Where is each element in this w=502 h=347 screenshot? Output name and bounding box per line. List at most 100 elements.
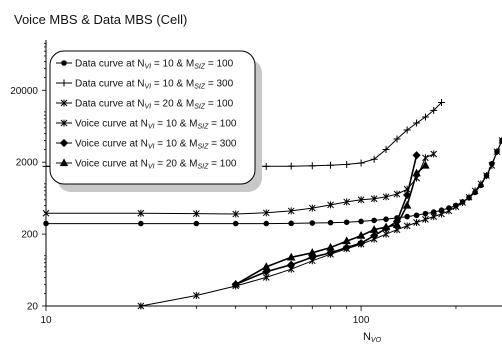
data-point-d_20_100 <box>357 196 365 204</box>
data-point-d_10_300 <box>42 162 50 170</box>
series-v_20_100 <box>231 160 430 288</box>
series-d_20_100 <box>42 150 438 218</box>
data-point-d_20_100 <box>232 210 240 218</box>
data-point-d_10_100 <box>193 220 200 227</box>
data-point-d_10_300 <box>327 161 335 169</box>
legend-entry-v_20_100: Voice curve at NVI = 20 & MSIZ = 100 <box>56 158 237 171</box>
legend-box <box>49 50 256 185</box>
data-point-v_10_100 <box>137 302 145 310</box>
legend-marker-v_10_300 <box>59 138 69 148</box>
legend-entry-d_10_100: Data curve at NVI = 10 & MSIZ = 100 <box>56 59 234 71</box>
data-point-v_10_100 <box>477 180 485 188</box>
y-tick-label: 2000 <box>16 158 39 169</box>
data-point-d_10_300 <box>370 155 378 163</box>
data-point-v_20_100 <box>392 220 402 228</box>
data-point-v_10_100 <box>493 148 501 156</box>
data-point-v_10_100 <box>452 203 460 211</box>
data-point-v_10_300 <box>403 190 412 200</box>
data-point-v_20_100 <box>326 242 335 251</box>
data-point-v_10_100 <box>483 172 490 180</box>
data-point-v_20_100 <box>402 200 412 209</box>
data-point-d_20_100 <box>382 193 390 201</box>
legend-label: Voice curve at NVI = 10 & MSIZ = 100 <box>75 119 237 131</box>
legend: Data curve at NVI = 10 & MSIZ = 100 Data … <box>49 50 262 192</box>
data-point-v_20_100 <box>381 222 391 231</box>
data-point-v_20_100 <box>412 168 421 177</box>
data-point-v_20_100 <box>369 225 379 233</box>
legend-label: Data curve at NVI = 10 & MSIZ = 100 <box>75 59 234 71</box>
data-point-d_20_100 <box>393 190 401 198</box>
data-point-d_10_100 <box>232 220 239 227</box>
data-point-d_10_300 <box>403 126 411 134</box>
data-point-v_20_100 <box>342 236 351 245</box>
data-point-v_20_100 <box>421 160 430 169</box>
legend-label: Data curve at NVI = 20 & MSIZ = 100 <box>75 99 234 111</box>
series-layer <box>42 99 502 310</box>
data-point-d_10_300 <box>287 162 295 170</box>
data-point-d_10_100 <box>343 219 350 226</box>
series-line-v_10_300 <box>235 155 418 286</box>
data-point-d_10_100 <box>413 212 420 219</box>
legend-label: Voice curve at NVI = 10 & MSIZ = 300 <box>75 139 237 151</box>
data-point-d_10_300 <box>357 159 365 167</box>
data-point-d_10_100 <box>422 210 429 217</box>
data-point-v_10_100 <box>403 222 411 230</box>
data-point-d_10_100 <box>383 216 389 223</box>
y-tick-label: 20000 <box>10 86 38 97</box>
data-point-d_20_100 <box>262 209 270 217</box>
data-point-v_10_100 <box>498 137 502 145</box>
data-point-d_10_300 <box>393 135 401 143</box>
data-point-d_20_100 <box>42 209 50 217</box>
y-tick-label: 200 <box>21 230 38 241</box>
x-tick-label: 100 <box>353 315 370 326</box>
data-point-v_10_300 <box>356 238 366 248</box>
data-point-d_10_300 <box>430 106 438 114</box>
data-point-v_20_100 <box>231 279 240 288</box>
data-point-v_10_300 <box>370 231 379 240</box>
data-point-d_20_100 <box>308 204 316 212</box>
data-point-d_20_100 <box>370 195 378 203</box>
data-point-v_10_300 <box>326 248 335 257</box>
data-point-d_20_100 <box>343 198 351 206</box>
data-point-v_10_100 <box>445 207 453 215</box>
data-point-v_10_100 <box>192 291 200 299</box>
data-point-v_20_100 <box>262 262 271 270</box>
chart-title: Voice MBS & Data MBS (Cell) <box>14 12 188 27</box>
data-point-v_10_300 <box>412 151 421 160</box>
legend-label: Data curve at NVI = 10 & MSIZ = 300 <box>75 79 234 91</box>
data-point-d_10_300 <box>262 162 270 170</box>
data-point-d_10_300 <box>308 162 316 170</box>
data-point-v_10_100 <box>438 210 445 218</box>
data-point-d_10_100 <box>309 220 316 226</box>
legend-entry-d_20_100: Data curve at NVI = 20 & MSIZ = 100 <box>56 99 234 111</box>
data-point-v_10_100 <box>471 187 479 195</box>
data-point-d_10_300 <box>413 119 421 127</box>
y-tick-label: 20 <box>27 302 39 313</box>
x-axis-label: NVO <box>363 331 382 344</box>
data-point-d_10_100 <box>263 220 270 227</box>
legend-marker-d_20_100 <box>60 99 68 107</box>
data-point-d_10_300 <box>421 113 429 121</box>
data-point-v_20_100 <box>286 252 296 261</box>
data-point-v_10_100 <box>430 213 438 221</box>
data-point-v_10_300 <box>342 243 351 252</box>
legend-marker-d_10_300 <box>60 79 68 87</box>
data-point-d_10_100 <box>371 217 377 224</box>
data-point-d_10_300 <box>343 160 351 168</box>
data-point-v_10_300 <box>262 267 271 276</box>
data-point-d_20_100 <box>287 207 295 215</box>
data-point-d_10_100 <box>327 219 334 226</box>
data-point-d_10_100 <box>358 218 364 225</box>
chart-axes: 20 200 2000 20000 10 100 NVO <box>10 40 502 344</box>
legend-entry-v_10_300: Voice curve at NVI = 10 & MSIZ = 300 <box>56 139 237 151</box>
data-point-v_20_100 <box>356 231 366 239</box>
data-point-d_10_100 <box>288 220 294 227</box>
data-point-d_20_100 <box>422 154 429 162</box>
data-point-v_10_100 <box>465 193 473 201</box>
data-point-v_10_100 <box>488 161 496 169</box>
x-tick-label: 10 <box>40 315 52 326</box>
legend-label: Voice curve at NVI = 20 & MSIZ = 100 <box>75 159 237 171</box>
data-point-d_20_100 <box>137 209 145 217</box>
data-point-v_10_100 <box>422 215 429 223</box>
data-point-d_20_100 <box>192 210 200 218</box>
